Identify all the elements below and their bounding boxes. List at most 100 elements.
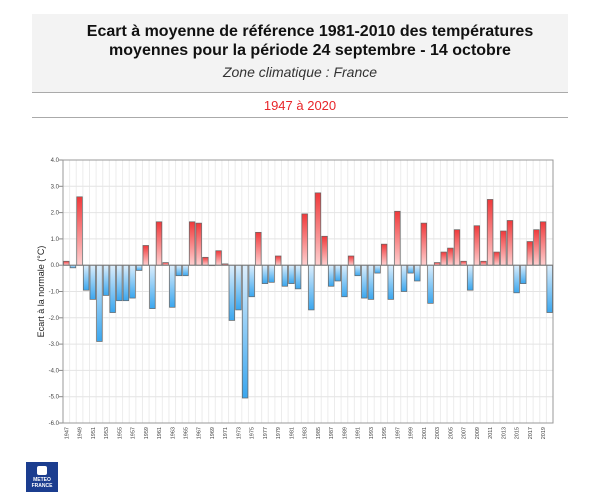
bar-chart: 4.0 3.0 2.0 1.0 0.0 -1.0 -2.0 -3.0 -4.0 -5.0 -6.0 E… (36, 158, 554, 439)
x-tick-label: 1975 (250, 427, 256, 439)
bar-1998 (400, 264, 408, 292)
x-tick-label: 2005 (448, 427, 454, 439)
divider (32, 92, 568, 93)
x-tick-label: 1959 (144, 427, 150, 439)
bar-2009 (473, 225, 481, 266)
bar-1950 (83, 264, 90, 291)
bar-1985 (314, 192, 322, 266)
bar-2017 (526, 241, 533, 266)
bar-2020 (546, 264, 553, 313)
bar-1976 (255, 231, 262, 266)
divider (32, 117, 568, 118)
bar-1968 (202, 256, 209, 266)
period-label: 1947 à 2020 (263, 98, 337, 113)
x-tick-label: 2003 (435, 427, 441, 439)
y-tick-label: 3.0 (51, 184, 60, 190)
bar-1947 (63, 260, 70, 266)
bar-2015 (513, 264, 520, 294)
bar-1957 (129, 264, 136, 299)
bar-1975 (248, 264, 255, 298)
bar-1973 (235, 264, 242, 311)
x-tick-label: 1989 (342, 427, 348, 439)
bar-1955 (116, 264, 123, 302)
x-tick-label: 1957 (131, 427, 137, 439)
x-tick-label: 1955 (117, 427, 123, 439)
y-tick-label: 4.0 (51, 158, 60, 164)
bar-1978 (268, 264, 275, 283)
bar-2004 (440, 251, 447, 266)
bar-1991 (354, 264, 361, 277)
bar-1979 (275, 255, 282, 266)
bar-2005 (447, 247, 454, 266)
bar-1954 (109, 264, 116, 313)
bar-1993 (367, 264, 375, 300)
bar-1996 (387, 264, 394, 300)
x-tick-label: 1977 (263, 427, 269, 439)
bar-1970 (215, 250, 222, 266)
x-tick-label: 1967 (197, 427, 203, 439)
x-tick-label: 1991 (356, 427, 362, 439)
bar-2008 (467, 264, 474, 291)
bar-1964 (175, 264, 183, 277)
y-tick-label: -3.0 (49, 342, 60, 348)
x-tick-label: 1979 (276, 427, 282, 439)
bar-1972 (228, 264, 236, 321)
bar-2006 (453, 229, 461, 266)
bar-1965 (182, 264, 189, 277)
x-tick-label: 1987 (329, 427, 335, 439)
bar-1960 (149, 264, 156, 309)
x-tick-label: 2019 (541, 427, 547, 439)
bar-1988 (334, 264, 341, 282)
bar-1949 (76, 196, 83, 266)
y-tick-label: 1.0 (51, 237, 60, 243)
bar-1951 (89, 264, 96, 300)
y-tick-label: 0.0 (51, 263, 60, 269)
bar-1952 (96, 264, 103, 342)
bar-1997 (394, 210, 401, 266)
x-tick-label: 1999 (409, 427, 415, 439)
bar-1992 (361, 264, 368, 299)
y-tick-label: 2.0 (51, 211, 60, 217)
bar-1958 (135, 264, 143, 271)
x-tick-label: 1969 (210, 427, 216, 439)
x-tick-label: 1953 (104, 427, 110, 439)
bar-2007 (460, 260, 467, 266)
bar-2002 (427, 264, 434, 304)
y-tick-label: -4.0 (49, 368, 60, 374)
y-tick-label: -5.0 (49, 395, 60, 401)
bar-1980 (281, 264, 288, 287)
bar-1982 (294, 264, 302, 290)
bar-1987 (328, 264, 335, 287)
meteo-france-logo: METEO FRANCE (26, 462, 58, 492)
bar-2001 (420, 222, 428, 266)
x-tick-label: 1997 (395, 427, 401, 439)
bar-2013 (500, 230, 507, 266)
x-tick-label: 1951 (91, 427, 97, 439)
bar-2014 (506, 220, 514, 266)
bar-1984 (308, 264, 315, 311)
x-tick-label: 1981 (289, 427, 295, 439)
bar-2019 (539, 221, 547, 266)
x-tick-label: 1961 (157, 427, 163, 439)
bar-1963 (169, 264, 176, 308)
x-tick-label: 1995 (382, 427, 388, 439)
bar-2010 (480, 260, 487, 266)
bar-1959 (142, 245, 149, 266)
bar-2012 (493, 251, 500, 266)
bar-1989 (341, 264, 348, 298)
bar-1956 (122, 264, 130, 302)
zone-label: Zone climatique : France (222, 64, 378, 80)
bar-1999 (407, 264, 414, 274)
bar-2000 (414, 264, 421, 282)
bar-1981 (288, 264, 295, 284)
bar-1977 (261, 264, 269, 284)
x-tick-label: 2017 (528, 427, 534, 439)
bar-1994 (374, 264, 381, 274)
bar-1995 (380, 243, 388, 266)
bar-1953 (102, 264, 110, 296)
bar-1961 (155, 221, 163, 266)
x-tick-label: 1947 (64, 427, 70, 439)
bar-1967 (195, 222, 202, 266)
x-tick-label: 2007 (462, 427, 468, 439)
bar-2018 (533, 229, 540, 266)
